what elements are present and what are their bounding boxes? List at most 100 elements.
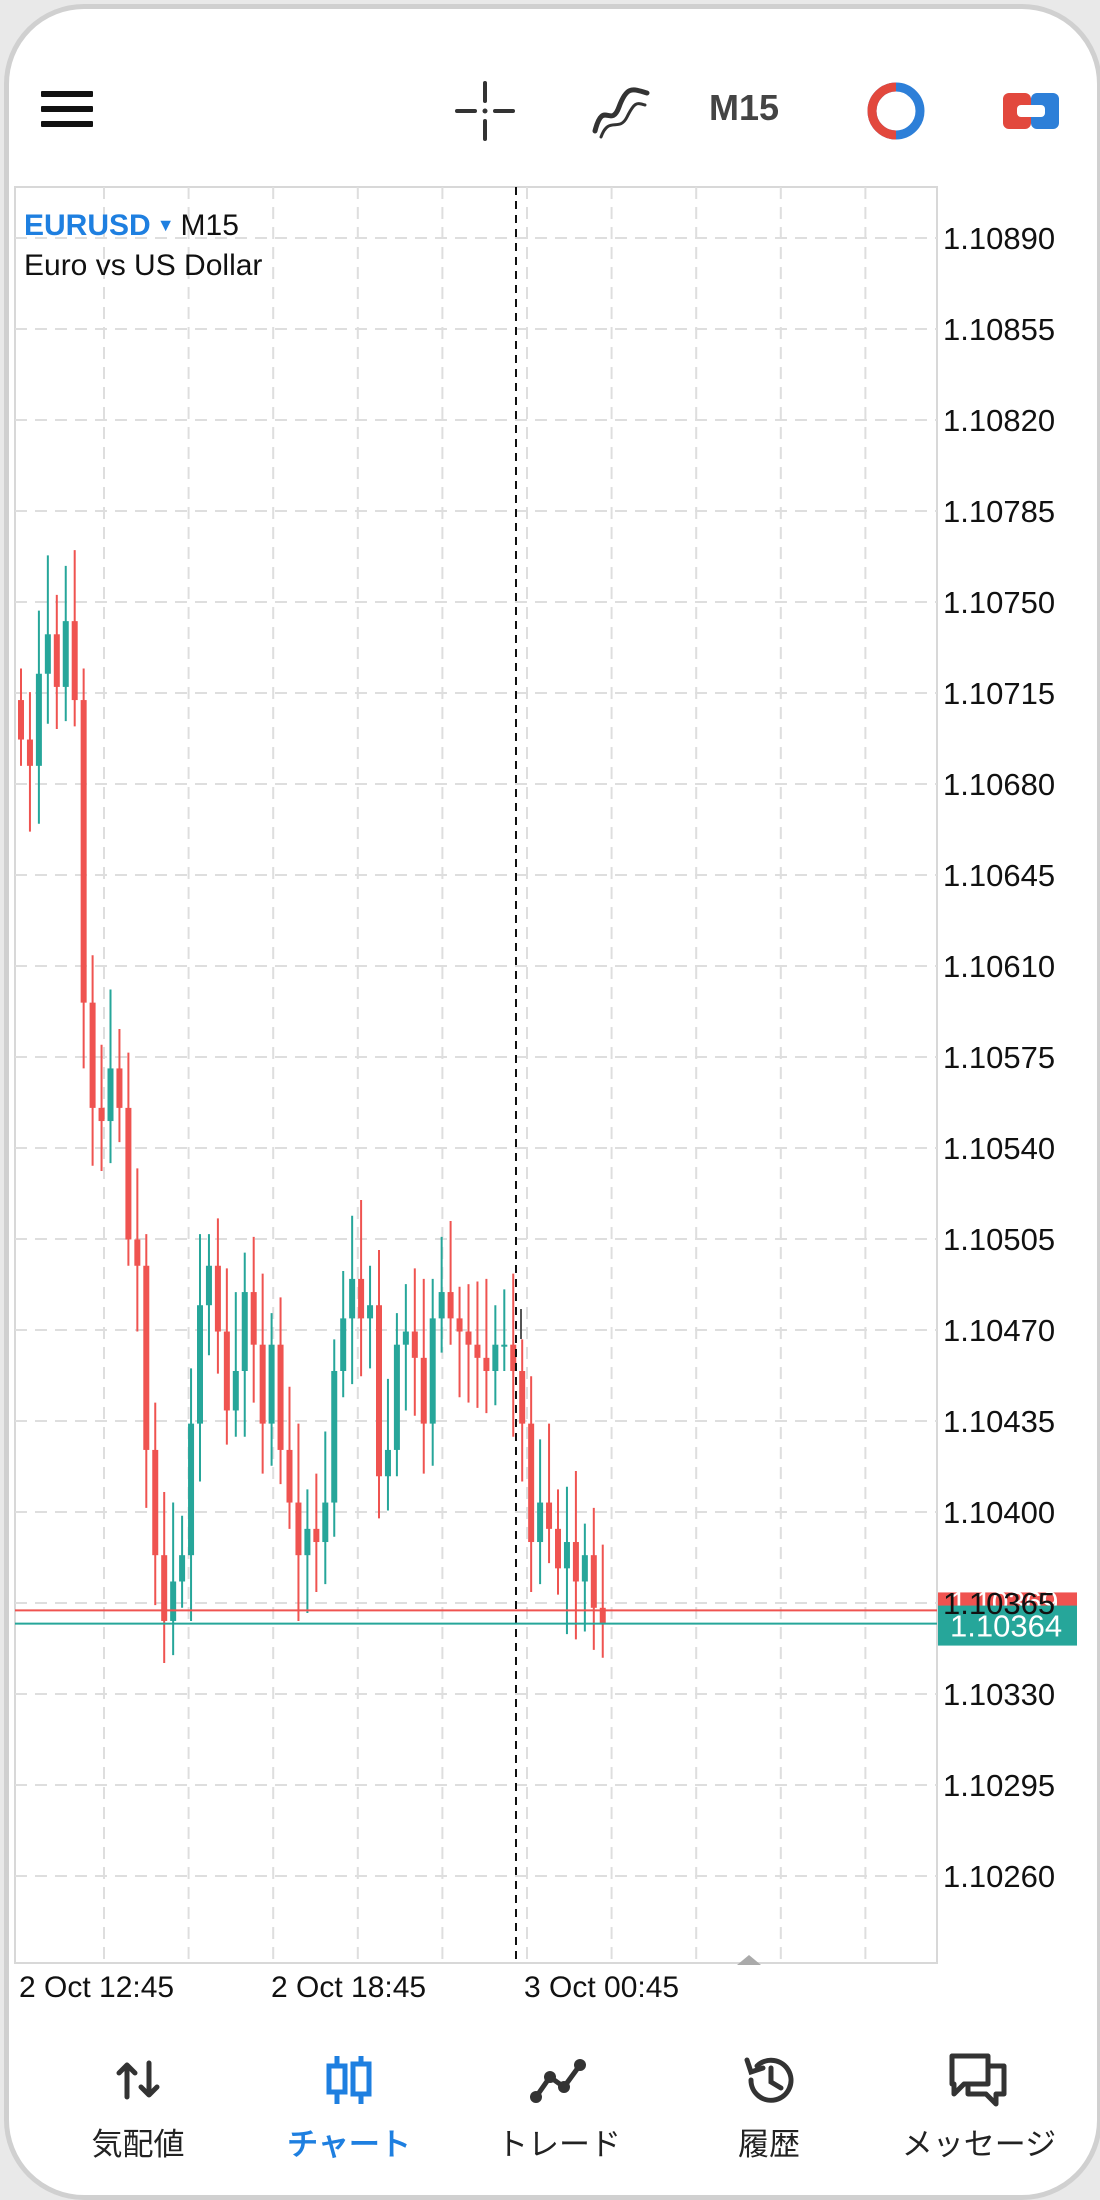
bottom-navigation: 気配値 チャート トレード: [9, 2005, 1097, 2195]
candle-body: [44, 634, 51, 674]
timeframe-label[interactable]: M15: [709, 87, 780, 128]
nav-quotes-label: 気配値: [91, 2127, 185, 2163]
candle-body: [581, 1555, 588, 1582]
nav-messages[interactable]: メッセージ: [879, 2045, 1079, 2164]
history-icon: [744, 2057, 794, 2103]
candle-body: [232, 1371, 239, 1411]
candle-body: [179, 1555, 186, 1582]
candle-body: [26, 739, 33, 766]
candle-body: [528, 1423, 535, 1543]
candle-body: [125, 1107, 132, 1240]
bid-price-tag: [938, 1605, 1077, 1646]
candle-body: [465, 1331, 472, 1345]
candle-body: [116, 1068, 123, 1108]
candles: [18, 550, 606, 1664]
candle-body: [295, 1502, 302, 1556]
candle-body: [555, 1528, 561, 1569]
candle-body: [519, 1371, 526, 1424]
candle-body: [71, 621, 78, 701]
price-tick-label: 1.10540: [943, 1131, 1055, 1166]
candle-body: [197, 1305, 203, 1424]
candle-body: [367, 1305, 374, 1319]
candle-body: [537, 1502, 544, 1543]
candle-body: [340, 1318, 347, 1371]
candle-body: [250, 1292, 257, 1345]
price-tick-label: 1.10890: [943, 221, 1055, 256]
candle-body: [223, 1331, 230, 1411]
candle-body: [161, 1555, 168, 1621]
nav-trade[interactable]: トレード: [459, 2045, 659, 2164]
candle-body: [98, 1107, 105, 1122]
candle-body: [107, 1068, 114, 1122]
time-axis: 2 Oct 12:45 2 Oct 18:45 3 Oct 00:45: [19, 1955, 761, 2004]
candle-body: [420, 1357, 427, 1424]
bid-price-label: 1.10364: [950, 1609, 1062, 1644]
candle-body: [322, 1502, 329, 1543]
candle-body: [384, 1449, 391, 1477]
price-tick-label: 1.10645: [943, 858, 1055, 893]
price-axis: 1.10890 1.10855 1.10820 1.10785 1.10750 1.107…: [943, 221, 1055, 1894]
symbol-header[interactable]: EURUSD ▼ M15: [24, 209, 239, 243]
candle-body: [188, 1423, 195, 1556]
messages-icon: [949, 2053, 1007, 2107]
candle-body: [152, 1449, 159, 1556]
nav-trade-label: トレード: [497, 2127, 621, 2163]
candle-body: [331, 1371, 338, 1503]
candle-body: [259, 1344, 266, 1424]
price-tick-label: 1.10715: [943, 676, 1055, 711]
candle-body: [18, 700, 24, 740]
nav-chart-label: チャート: [287, 2127, 411, 2163]
candle-body: [214, 1265, 221, 1332]
crosshair-icon[interactable]: [453, 79, 517, 143]
candle-body: [456, 1318, 463, 1332]
candle-body: [286, 1449, 293, 1503]
time-tick-label: 3 Oct 00:45: [524, 1971, 679, 2004]
candle-body: [89, 1002, 96, 1108]
one-click-trade-icon[interactable]: [999, 79, 1063, 143]
price-tick-label: 1.10260: [943, 1859, 1055, 1894]
candle-body: [313, 1528, 320, 1543]
candle-body: [447, 1292, 454, 1319]
chart-grid: [14, 186, 938, 1964]
price-tick-label: 1.10820: [943, 403, 1055, 438]
price-tick-label: 1.10470: [943, 1313, 1055, 1348]
menu-icon[interactable]: [41, 91, 93, 131]
candle-body: [358, 1278, 365, 1319]
candle-body: [376, 1305, 382, 1477]
price-tick-label: 1.10680: [943, 767, 1055, 802]
symbol-name[interactable]: EURUSD: [24, 209, 151, 242]
trade-clock-icon[interactable]: [864, 79, 928, 143]
price-tick-label: 1.10750: [943, 585, 1055, 620]
price-tick-label: 1.10365: [943, 1586, 1055, 1621]
candle-body: [572, 1542, 579, 1582]
symbol-timeframe: M15: [180, 209, 239, 242]
price-tick-label: 1.10855: [943, 312, 1055, 347]
candle-body: [170, 1581, 177, 1621]
nav-chart[interactable]: チャート: [249, 2045, 449, 2164]
indicator-icon[interactable]: [589, 79, 653, 143]
candle-body: [411, 1331, 418, 1358]
candle-body: [349, 1278, 356, 1319]
price-tick-label: 1.10785: [943, 494, 1055, 529]
nav-history[interactable]: 履歴: [669, 2045, 869, 2164]
candle-body: [599, 1607, 606, 1624]
candle-body: [134, 1239, 141, 1266]
candle-body: [563, 1542, 570, 1569]
trade-icon: [530, 2059, 586, 2103]
phone-frame: M15 1.10369 1.10364 1.10890 1.10855 1.10820…: [4, 4, 1100, 2200]
price-tick-label: 1.10400: [943, 1495, 1055, 1530]
candle-body: [438, 1292, 445, 1319]
chart-area[interactable]: 1.10369 1.10364 1.10890 1.10855 1.10820 1.10…: [9, 9, 1097, 2195]
candle-body: [268, 1344, 275, 1424]
candle-body: [483, 1357, 490, 1371]
nav-quotes[interactable]: 気配値: [38, 2045, 238, 2164]
scroll-marker-icon: [737, 1955, 761, 1965]
time-tick-label: 2 Oct 12:45: [19, 1971, 174, 2004]
candle-body: [304, 1528, 311, 1556]
candle-body: [492, 1344, 499, 1371]
symbol-description: Euro vs US Dollar: [24, 249, 263, 282]
quotes-icon: [116, 2060, 160, 2100]
symbol-dropdown-icon[interactable]: ▼: [156, 215, 175, 235]
candle-body: [590, 1555, 597, 1608]
